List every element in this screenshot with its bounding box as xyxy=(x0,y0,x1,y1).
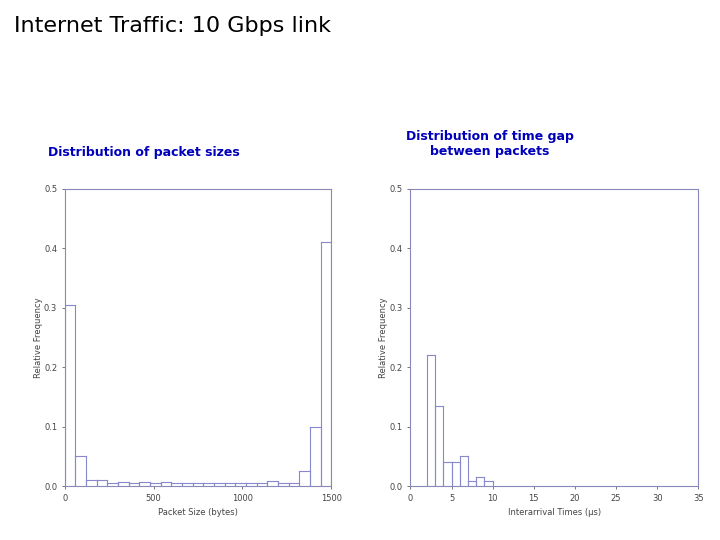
Y-axis label: Relative Frequency: Relative Frequency xyxy=(379,297,388,378)
Text: Internet Traffic: 10 Gbps link: Internet Traffic: 10 Gbps link xyxy=(14,16,331,36)
X-axis label: Interarrival Times (μs): Interarrival Times (μs) xyxy=(508,508,601,517)
Text: Distribution of packet sizes: Distribution of packet sizes xyxy=(48,146,240,159)
X-axis label: Packet Size (bytes): Packet Size (bytes) xyxy=(158,508,238,517)
Text: Distribution of time gap
between packets: Distribution of time gap between packets xyxy=(405,130,574,158)
Y-axis label: Relative Frequency: Relative Frequency xyxy=(34,297,42,378)
